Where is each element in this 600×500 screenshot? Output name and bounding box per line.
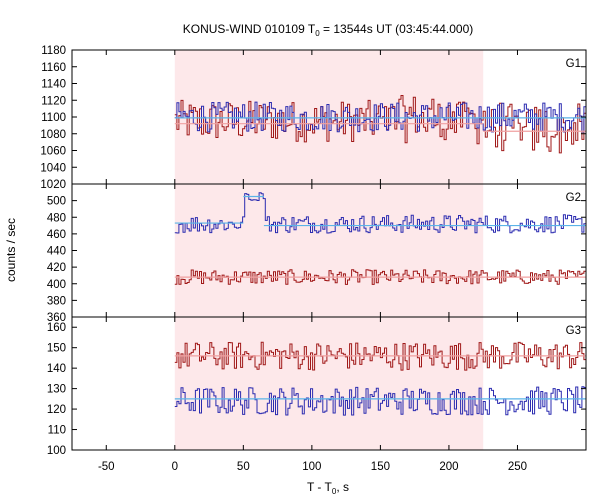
y-tick-label: 120 <box>47 404 66 416</box>
x-axis-label: T - T0, s <box>307 480 349 496</box>
y-tick-label: 1120 <box>41 95 66 107</box>
y-tick-label: 480 <box>47 212 66 224</box>
y-tick-label: 400 <box>47 279 66 291</box>
y-tick-label: 360 <box>47 312 66 324</box>
x-tick-label: 100 <box>302 461 321 473</box>
y-tick-label: 100 <box>47 445 66 457</box>
y-tick-label: 380 <box>47 295 66 307</box>
y-tick-label: 1100 <box>41 112 66 124</box>
y-tick-label: 130 <box>47 384 66 396</box>
y-tick-label: 460 <box>47 229 66 241</box>
chart-title: KONUS-WIND 010109 T0 = 13544s UT (03:45:… <box>183 22 474 38</box>
red-series-g3 <box>174 341 586 371</box>
y-tick-label: 110 <box>48 425 66 437</box>
y-tick-label: 440 <box>47 246 66 258</box>
x-tick-label: 200 <box>439 461 458 473</box>
red-series-g2 <box>174 269 586 285</box>
x-tick-label: 50 <box>237 461 250 473</box>
plot-area: 102010401060108011001120114011601180G136… <box>40 45 587 473</box>
x-tick-label: 250 <box>508 461 527 473</box>
panel-label-g3: G3 <box>566 325 581 337</box>
y-tick-label: 140 <box>47 363 66 375</box>
panel-label-g2: G2 <box>566 192 581 204</box>
y-tick-label: 1140 <box>41 79 66 91</box>
y-tick-label: 1020 <box>40 179 66 191</box>
y-tick-label: 150 <box>47 343 66 355</box>
y-tick-label: 500 <box>47 196 66 208</box>
x-tick-label: -50 <box>98 461 115 473</box>
y-tick-label: 160 <box>47 322 66 334</box>
panel-label-g1: G1 <box>566 58 581 70</box>
y-axis-label: counts / sec <box>4 218 18 282</box>
panel-frame-g3 <box>71 316 587 451</box>
y-tick-label: 1180 <box>41 45 66 57</box>
x-tick-label: 0 <box>172 461 178 473</box>
y-tick-label: 1080 <box>40 129 66 141</box>
y-tick-label: 1060 <box>40 146 66 158</box>
y-tick-label: 420 <box>47 262 66 274</box>
blue-series-g3 <box>174 386 586 416</box>
x-tick-label: 150 <box>371 461 390 473</box>
y-tick-label: 1040 <box>40 162 66 174</box>
y-tick-label: 1160 <box>41 62 66 74</box>
